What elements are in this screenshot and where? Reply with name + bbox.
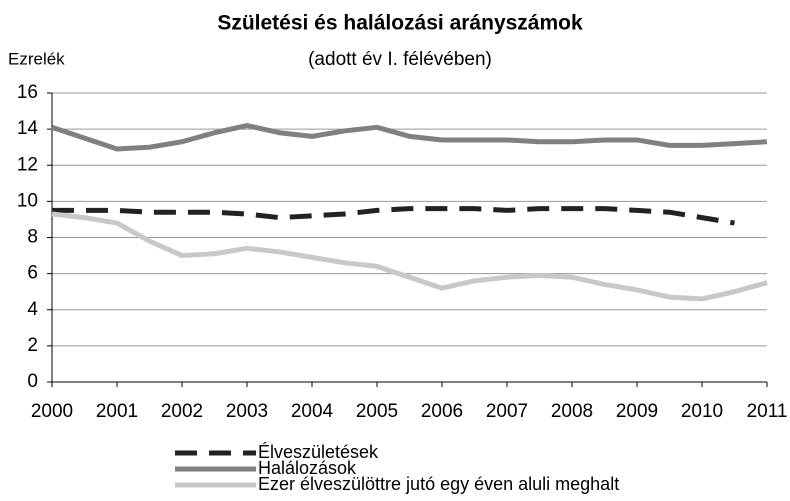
chart-title: Születési és halálozási arányszámok — [217, 12, 583, 35]
x-tick-label: 2007 — [486, 401, 528, 422]
x-tick-label: 2001 — [96, 401, 138, 422]
legend-label: Halálozások — [258, 458, 357, 478]
data-line — [51, 211, 768, 302]
y-tick-label: 2 — [27, 335, 38, 356]
x-tick-label: 2010 — [681, 401, 723, 422]
x-tick-label: 2008 — [551, 401, 593, 422]
y-tick-label: 4 — [27, 299, 38, 320]
chart-subtitle: (adott év I. félévében) — [308, 49, 492, 70]
y-tick-label: 6 — [27, 263, 38, 284]
y-tick-label: 16 — [17, 82, 38, 103]
x-tick-label: 2011 — [747, 401, 788, 422]
data-line — [52, 206, 735, 226]
y-tick-label: 0 — [27, 371, 38, 392]
x-tick-label: 2004 — [291, 401, 334, 422]
data-line — [51, 123, 768, 152]
x-tick-label: 2006 — [421, 401, 463, 422]
y-tick-label: 10 — [17, 190, 38, 211]
legend-label: Ezer élveszülöttre jutó egy éven aluli m… — [258, 474, 619, 494]
x-tick-label: 2003 — [226, 401, 268, 422]
y-tick-label: 8 — [27, 227, 38, 248]
x-tick-label: 2005 — [356, 401, 398, 422]
x-tick-label: 2000 — [31, 401, 73, 422]
y-tick-label: 12 — [17, 154, 38, 175]
x-tick-label: 2002 — [161, 401, 203, 422]
y-tick-label: 14 — [17, 118, 39, 139]
legend-label: Élveszületések — [258, 442, 379, 462]
x-tick-label: 2009 — [616, 401, 658, 422]
y-axis-label: Ezrelék — [8, 49, 65, 68]
